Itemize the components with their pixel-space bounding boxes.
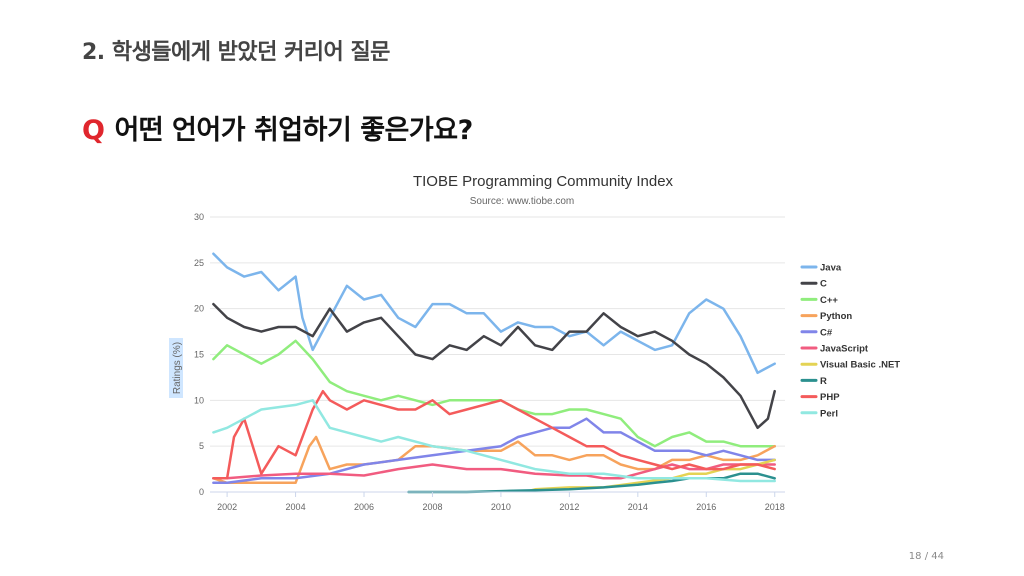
series-line xyxy=(212,399,776,483)
series-line xyxy=(212,389,776,480)
page-total: 44 xyxy=(931,551,944,562)
axis-layer: 0 5 10 15 20 25 30 2002 2004 2006 2008 2010 2012 2014… xyxy=(194,212,785,512)
series-line xyxy=(212,435,776,485)
y-tick-label: 15 xyxy=(194,350,204,360)
y-tick-label: 20 xyxy=(194,304,204,314)
series-line xyxy=(212,417,776,485)
series-line xyxy=(212,252,776,375)
page-separator: / xyxy=(924,551,929,562)
question-text: 어떤 언어가 취업하기 좋은가요? xyxy=(114,115,473,146)
y-tick-label: 25 xyxy=(194,258,204,268)
legend-label: PHP xyxy=(820,392,840,403)
tiobe-chart: TIOBE Programming Community Index Source… xyxy=(169,173,900,512)
series-line xyxy=(212,302,776,430)
question-mark: Q xyxy=(82,115,105,146)
x-tick-label: 2012 xyxy=(559,502,579,512)
x-tick-label: 2014 xyxy=(628,502,648,512)
x-tick-label: 2018 xyxy=(765,502,785,512)
y-axis-title-highlight xyxy=(169,338,183,398)
legend-label: C# xyxy=(820,327,833,338)
legend-label: C++ xyxy=(820,295,838,306)
y-tick-label: 0 xyxy=(199,487,204,497)
page-number: 18 / 44 xyxy=(909,551,944,562)
legend-label: R xyxy=(820,376,827,387)
slide-heading: 2. 학생들에게 받았던 커리어 질문 xyxy=(82,40,390,65)
series-line xyxy=(527,458,776,493)
series-layer xyxy=(212,252,776,494)
y-tick-label: 10 xyxy=(194,395,204,405)
legend: Java C C++ Python C# JavaScript Visual Basic .… xyxy=(800,263,900,419)
chart-title: TIOBE Programming Community Index xyxy=(413,173,674,190)
legend-label: Perl xyxy=(820,408,838,419)
chart-subtitle: Source: www.tiobe.com xyxy=(470,196,575,207)
legend-label: JavaScript xyxy=(820,344,869,355)
legend-label: C xyxy=(820,279,827,290)
legend-label: Java xyxy=(820,263,842,274)
y-axis-title: Ratings (%) xyxy=(172,342,183,394)
x-tick-label: 2004 xyxy=(286,502,306,512)
y-axis-title-group: Ratings (%) xyxy=(169,338,183,398)
legend-label: Python xyxy=(820,311,852,322)
x-tick-label: 2010 xyxy=(491,502,511,512)
x-tick-label: 2002 xyxy=(217,502,237,512)
x-tick-label: 2008 xyxy=(422,502,442,512)
x-tick-label: 2016 xyxy=(696,502,716,512)
x-tick-label: 2006 xyxy=(354,502,374,512)
legend-label: Visual Basic .NET xyxy=(820,360,900,371)
y-tick-label: 30 xyxy=(194,212,204,222)
question: Q 어떤 언어가 취업하기 좋은가요? xyxy=(82,108,473,147)
series-line xyxy=(212,339,776,448)
y-tick-label: 5 xyxy=(199,441,204,451)
page-current: 18 xyxy=(908,551,922,562)
